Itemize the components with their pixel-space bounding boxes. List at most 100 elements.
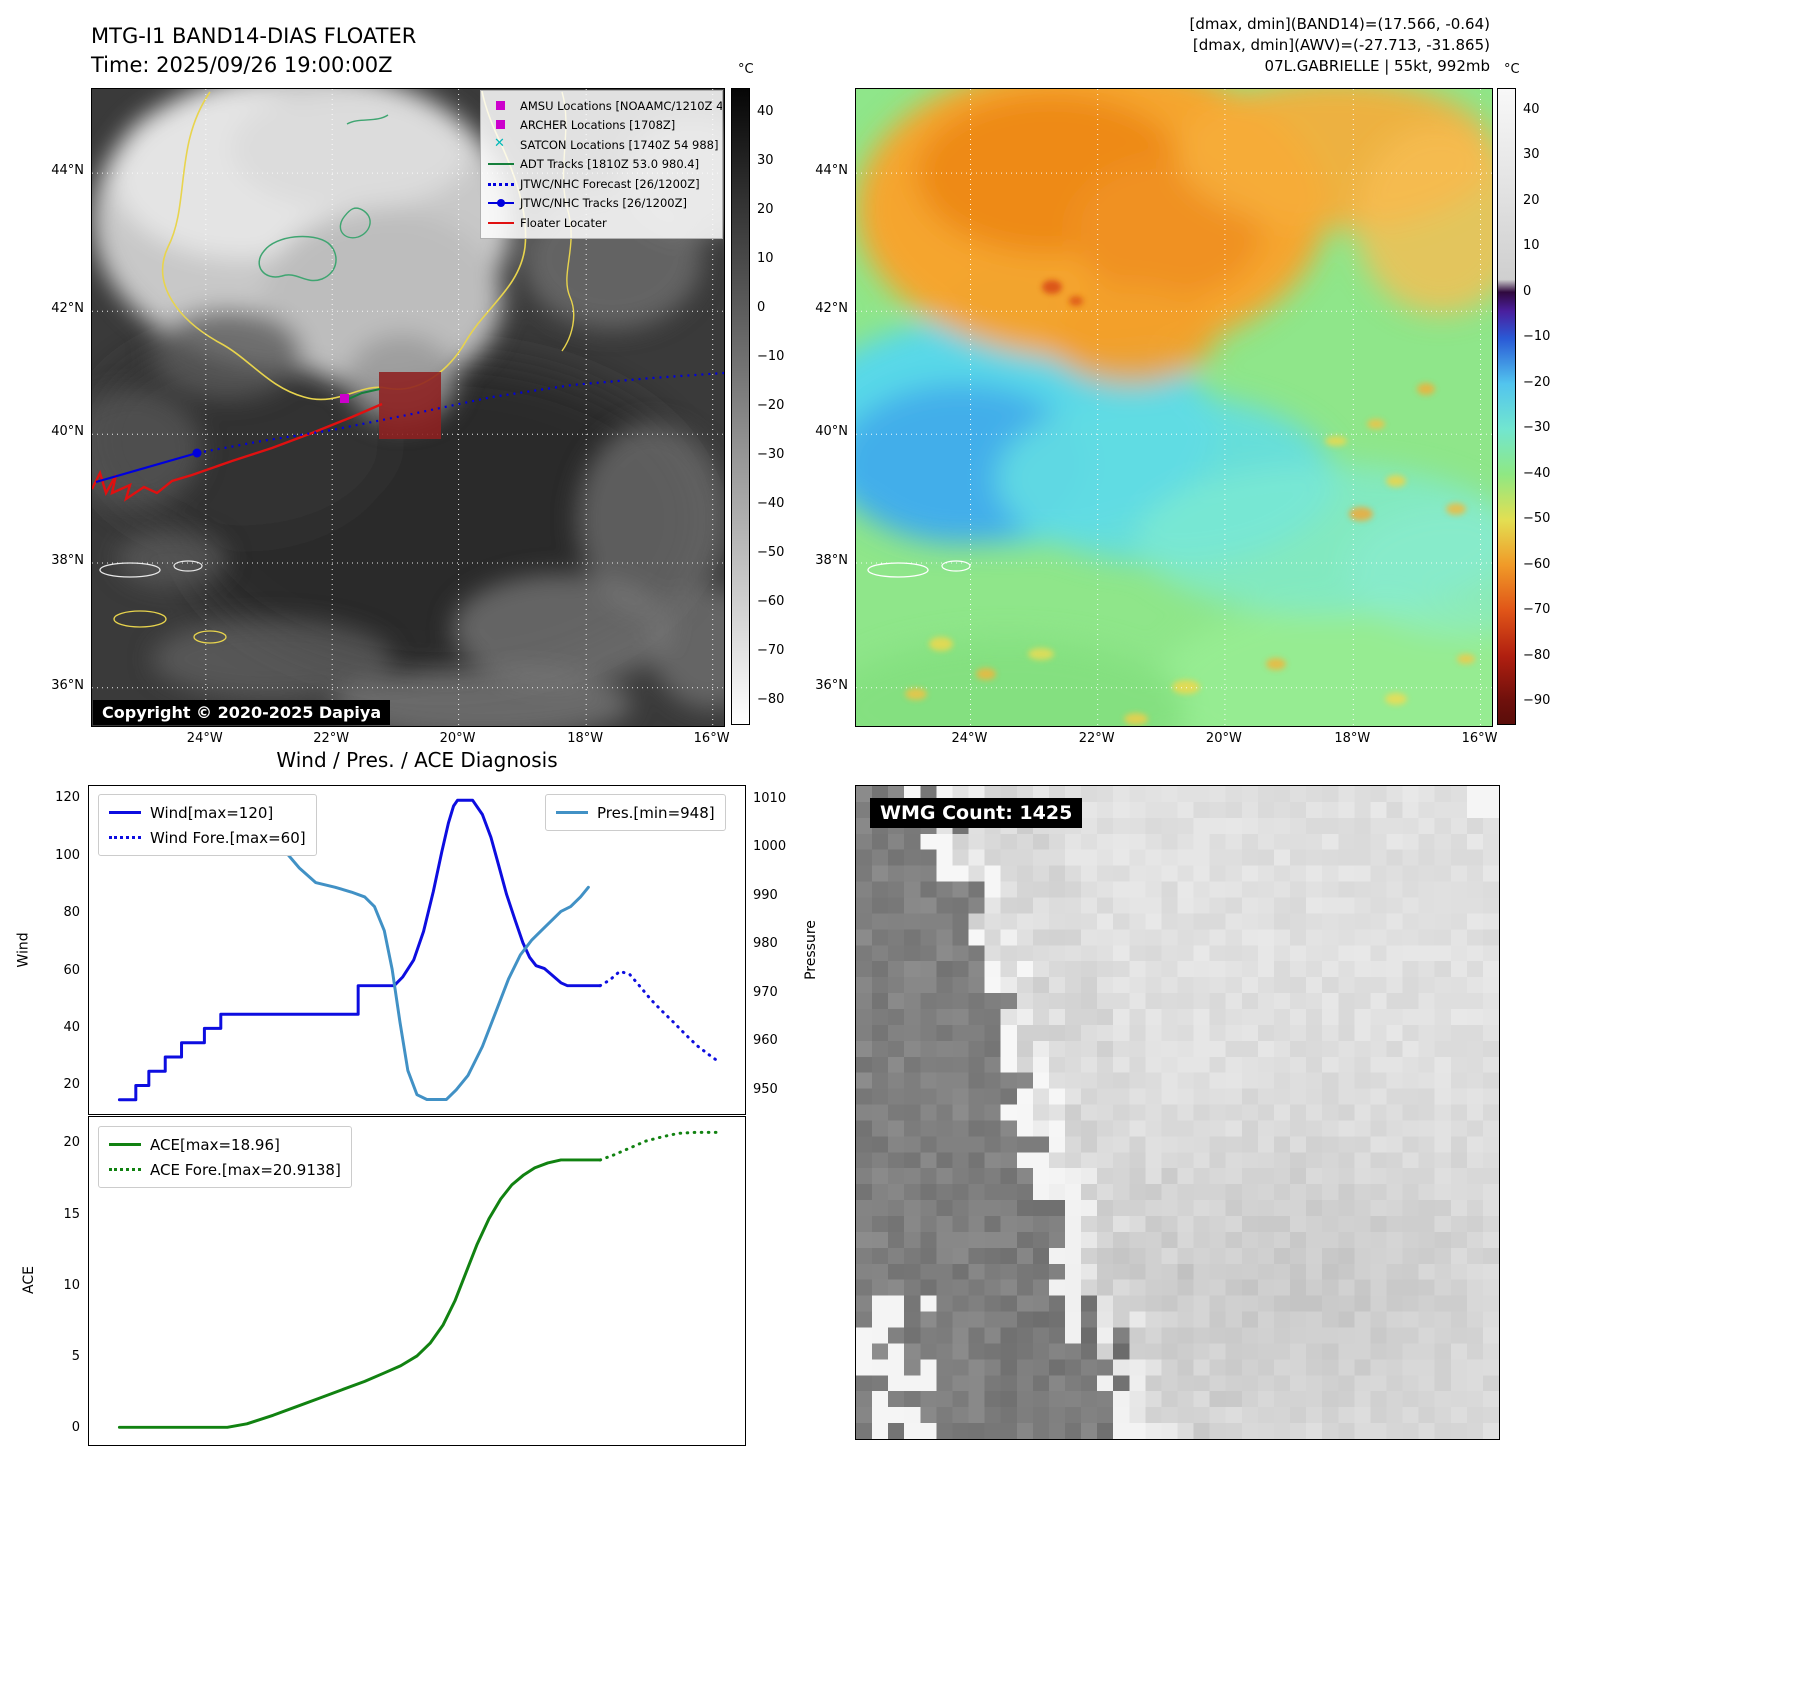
lon-tick: 18°W [567, 731, 604, 746]
chart-series-line [117, 798, 602, 1102]
awv-header-line1: [dmax, dmin](BAND14)=(17.566, -0.64) [1189, 15, 1490, 33]
lat-tick: 42°N [815, 301, 848, 317]
awv-header-line2: [dmax, dmin](AWV)=(-27.713, -31.865) [1192, 36, 1490, 54]
band14-subtitle: Time: 2025/09/26 19:00:00Z [91, 53, 393, 77]
ace-ytick: 10 [63, 1277, 80, 1293]
jtwc-forecast-line [196, 371, 724, 455]
colorbar-tick: −30 [757, 446, 785, 462]
wind-axis-label: Wind [15, 932, 32, 968]
map-legend-label: ADT Tracks [1810Z 53.0 980.4] [520, 157, 700, 172]
lon-tick: 24°W [951, 731, 988, 746]
band14-title: MTG-I1 BAND14-DIAS FLOATER [91, 24, 417, 48]
map-legend: AMSU Locations [NOAAMC/1210Z 44 990] ARCH… [480, 90, 723, 239]
dotted-marker-icon [488, 177, 514, 191]
map-legend-label: AMSU Locations [NOAAMC/1210Z 44 990] [520, 98, 723, 113]
colorbar-tick: −50 [757, 544, 785, 560]
line-marker-icon [109, 811, 141, 814]
map-legend-label: JTWC/NHC Tracks [26/1200Z] [520, 196, 687, 211]
colorbar-tick: −50 [1523, 511, 1551, 527]
chart-legend-label: ACE Fore.[max=20.9138] [150, 1160, 341, 1179]
line-marker-icon [109, 1168, 141, 1171]
colorbar-tick: −40 [1523, 465, 1551, 481]
colorbar-tick: 10 [1523, 238, 1540, 254]
map-legend-label: SATCON Locations [1740Z 54 988] [520, 137, 719, 152]
archer-location-marker [340, 394, 349, 403]
colorbar-tick: 20 [757, 201, 774, 217]
ace-ytick: 0 [71, 1419, 80, 1435]
lon-tick: 20°W [439, 731, 476, 746]
map-legend-item: ARCHER Locations [1708Z] [488, 116, 715, 136]
white-contour [173, 560, 203, 572]
lon-tick: 22°W [1078, 731, 1115, 746]
floater-locater-box [379, 372, 441, 439]
colorbar-tick: −20 [757, 397, 785, 413]
wind-ytick: 60 [63, 962, 80, 978]
wmg-count-label: WMG Count: 1425 [870, 798, 1083, 828]
line-dot-marker-icon [488, 196, 514, 210]
colorbar-tick: −10 [757, 348, 785, 364]
wind-ytick: 20 [63, 1077, 80, 1093]
chart-legend-item: Pres.[min=948] [556, 800, 715, 825]
lat-tick: 44°N [51, 163, 84, 179]
pressure-axis-label: Pressure [802, 920, 819, 980]
colorbar-tick: 30 [757, 152, 774, 168]
white-contour [867, 562, 929, 578]
chart-series-line [598, 969, 722, 1065]
chart-legend-item: ACE[max=18.96] [109, 1132, 341, 1157]
lon-tick: 22°W [313, 731, 350, 746]
wind-pressure-chart [88, 785, 746, 1115]
wind-ytick: 100 [55, 847, 80, 863]
band14-map-panel: AMSU Locations [NOAAMC/1210Z 44 990] ARCH… [91, 88, 725, 727]
colorbar-tick: −10 [1523, 329, 1551, 345]
colorbar-tick: 0 [1523, 283, 1532, 299]
awv-map-panel [855, 88, 1493, 727]
chart-legend-label: Wind Fore.[max=60] [150, 828, 306, 847]
floater-track-line [92, 402, 383, 502]
colorbar-unit: °C [1504, 62, 1520, 77]
chart-legend-item: Wind Fore.[max=60] [109, 825, 306, 850]
ace-ytick: 15 [63, 1206, 80, 1222]
colorbar-tick: −90 [1523, 693, 1551, 709]
chart-legend-label: Pres.[min=948] [597, 803, 715, 822]
copyright-label: Copyright © 2020-2025 Dapiya [93, 700, 391, 725]
lat-tick: 42°N [51, 301, 84, 317]
awv-header: [dmax, dmin](BAND14)=(17.566, -0.64) [dm… [990, 14, 1490, 77]
map-legend-item: Floater Locater [488, 213, 715, 233]
diagnosis-title: Wind / Pres. / ACE Diagnosis [276, 748, 558, 772]
lat-tick: 40°N [815, 424, 848, 440]
lon-tick: 18°W [1334, 731, 1371, 746]
lat-tick: 36°N [815, 677, 848, 693]
ace-axis-label: ACE [20, 1266, 37, 1294]
colorbar-tick: 10 [757, 250, 774, 266]
map-legend-item: JTWC/NHC Forecast [26/1200Z] [488, 174, 715, 194]
chart-legend-item: Wind[max=120] [109, 800, 306, 825]
pressure-ytick: 950 [753, 1081, 778, 1097]
lon-tick: 24°W [186, 731, 223, 746]
wmg-panel: WMG Count: 1425 [855, 785, 1500, 1440]
lat-tick: 38°N [51, 552, 84, 568]
wind-legend: Wind[max=120] Wind Fore.[max=60] [98, 794, 317, 856]
band14-title-block: MTG-I1 BAND14-DIAS FLOATER Time: 2025/09… [91, 22, 416, 80]
adt-track-line [343, 388, 381, 402]
square-marker-icon [488, 99, 514, 113]
wmg-image [856, 786, 1499, 1439]
pressure-ytick: 1010 [753, 790, 787, 806]
lon-tick: 20°W [1205, 731, 1242, 746]
map-legend-label: ARCHER Locations [1708Z] [520, 118, 676, 133]
ace-legend: ACE[max=18.96] ACE Fore.[max=20.9138] [98, 1126, 352, 1188]
green-contour [339, 207, 371, 239]
wind-ytick: 40 [63, 1019, 80, 1035]
wind-ytick: 80 [63, 905, 80, 921]
colorbar-tick: −20 [1523, 374, 1551, 390]
yellow-contour [193, 630, 227, 644]
lon-tick: 16°W [693, 731, 730, 746]
pressure-ytick: 970 [753, 984, 778, 1000]
colorbar-tick: −70 [1523, 602, 1551, 618]
pressure-ytick: 960 [753, 1033, 778, 1049]
chart-legend-label: Wind[max=120] [150, 803, 274, 822]
colorbar-tick: 20 [1523, 192, 1540, 208]
line-marker-icon [109, 836, 141, 839]
white-contour [941, 560, 971, 572]
map-legend-label: JTWC/NHC Forecast [26/1200Z] [520, 176, 700, 191]
